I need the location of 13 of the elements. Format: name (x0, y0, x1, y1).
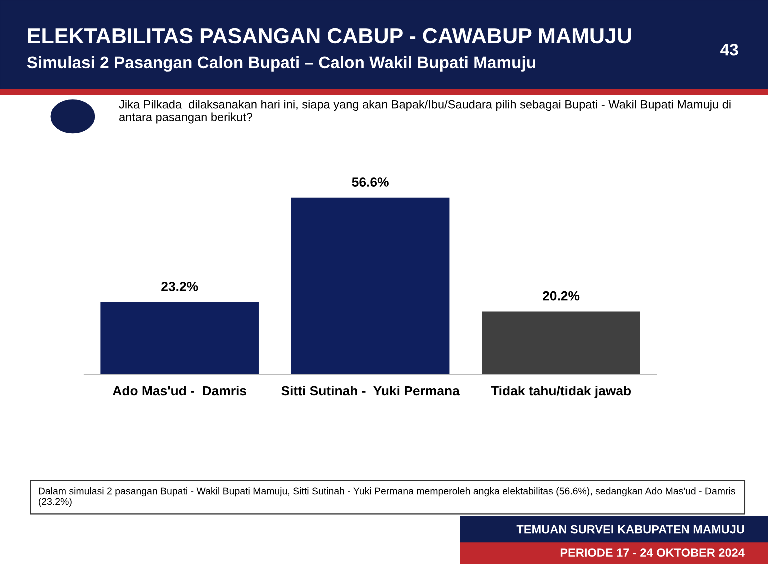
chart-title: ELEKTABILITAS PASANGAN CABUP - CAWABUP MAMUJU (28, 28, 632, 44)
data-label: 23.2% (162, 282, 198, 292)
text: PERIODE 17 - 24 OKTOBER 2024 (560, 548, 745, 558)
x-tick-label: Ado Mas'ud - Damris (112, 386, 246, 396)
chart-subtitle: Simulasi 2 Pasangan Calon Bupati – Calon Wakil Bupati Mamuju (27, 56, 536, 72)
x-tick-label: Tidak tahu/tidak jawab (491, 386, 632, 398)
text: Jika Pilkada dilaksanakan hari ini, siapa yang akan Bapak/Ibu/Saudara pilih sebagai Bupati - Wakil Bupati Mamuju di antara pasangan berikut? (119, 100, 731, 124)
data-label: 20.2% (543, 291, 580, 301)
text: 43 (720, 44, 738, 56)
data-label: 56.6% (352, 178, 389, 187)
x-tick-label: Sitti Sutinah - Yuki Permana (282, 386, 460, 396)
text: TEMUAN SURVEI KABUPATEN MAMUJU (516, 525, 744, 534)
text: Dalam simulasi 2 pasangan Bupati - Wakil Bupati Mamuju, Sitti Sutinah - Yuki Permana memperoleh angka elektabilitas (56.6%), sedangkan Ado Mas'ud - Damris (23.2%) (39, 488, 736, 508)
